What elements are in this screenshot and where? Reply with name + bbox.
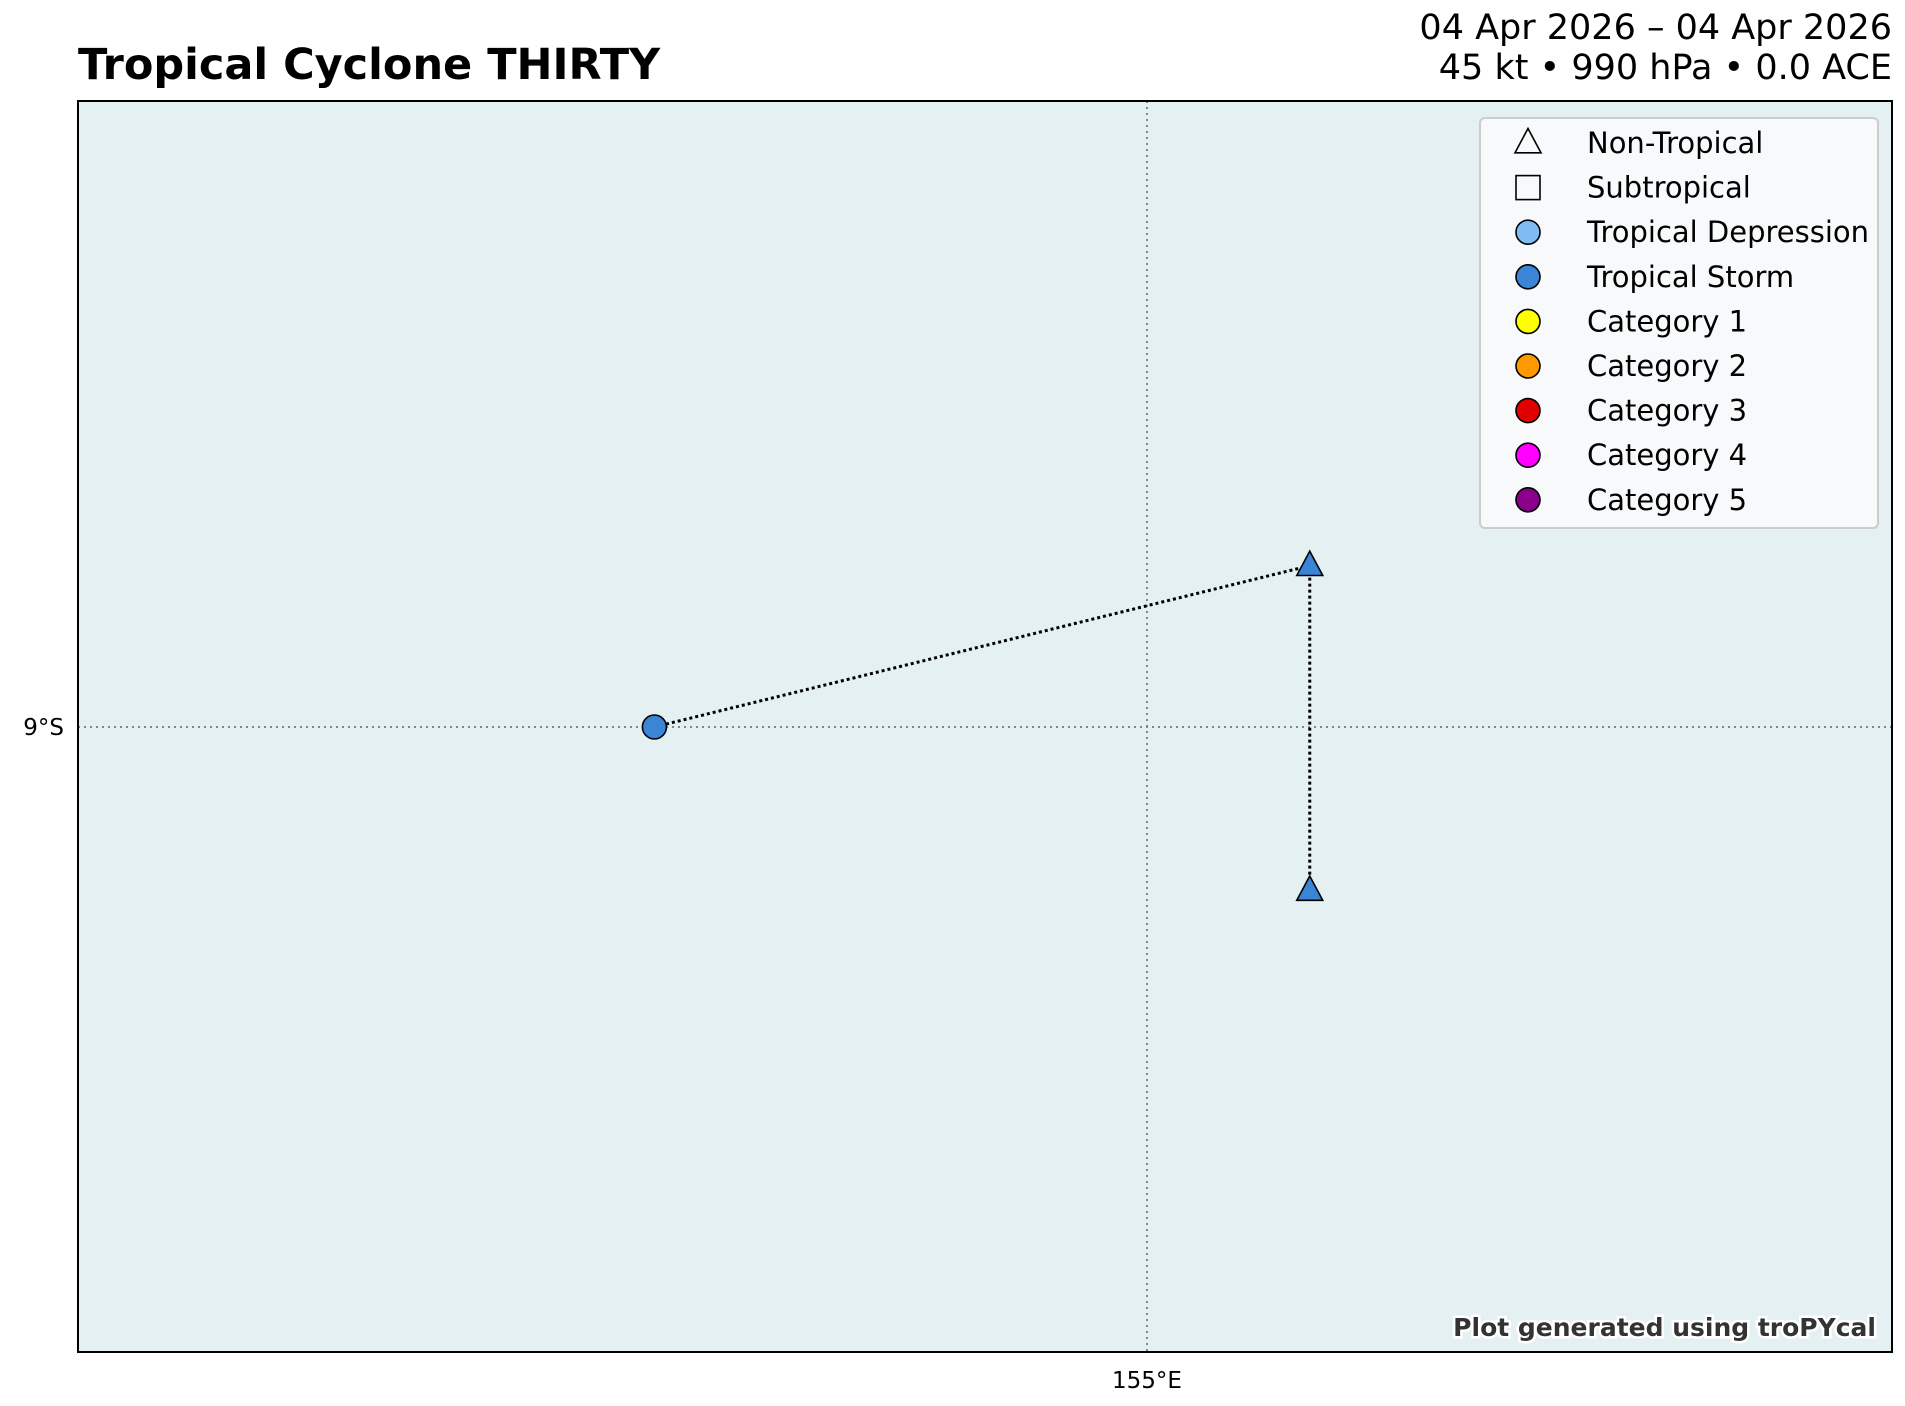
date-range: 04 Apr 2026 – 04 Apr 2026: [1419, 8, 1892, 48]
legend-marker-circle: [1515, 308, 1541, 335]
y-tick-label: 9°S: [23, 715, 64, 741]
legend-label: Tropical Depression: [1586, 215, 1869, 249]
track-segment: [654, 564, 1311, 729]
legend-marker-square: [1515, 174, 1541, 201]
legend-label: Category 4: [1587, 438, 1747, 472]
legend-label: Category 5: [1587, 483, 1747, 517]
legend-marker-triangle: [1513, 126, 1543, 154]
legend-label: Category 3: [1587, 394, 1747, 428]
storm-track: [641, 549, 1325, 902]
legend-marker-circle: [1515, 219, 1541, 245]
chart-title: Tropical Cyclone THIRTY: [78, 40, 661, 90]
x-tick-label: 155°E: [1112, 1368, 1182, 1394]
map-frame: [77, 100, 1893, 1353]
track-point-circle: [641, 714, 668, 740]
legend: Non-Tropical Subtropical Tropical Depressi…: [1479, 117, 1879, 529]
storm-stats: 45 kt • 990 hPa • 0.0 ACE: [1438, 48, 1892, 88]
legend-label: Category 2: [1587, 349, 1747, 383]
legend-label: Non-Tropical: [1587, 126, 1763, 160]
track-point-triangle: [1295, 874, 1325, 902]
legend-marker-circle: [1515, 397, 1541, 424]
tick-labels: 155°E 9°S: [23, 715, 1182, 1394]
gridlines: [78, 101, 1892, 1352]
legend-marker-circle: [1515, 353, 1541, 379]
chart-subtitle: 04 Apr 2026 – 04 Apr 2026 45 kt • 990 hP…: [1419, 8, 1892, 88]
legend-marker-circle: [1515, 486, 1541, 513]
legend-label: Tropical Storm: [1586, 260, 1794, 294]
legend-box: [1479, 117, 1879, 529]
legend-label: Category 1: [1587, 304, 1747, 338]
credit-text: Plot generated using troPYcal: [1453, 1313, 1876, 1342]
legend-marker-circle: [1515, 263, 1541, 290]
legend-label: Subtropical: [1587, 171, 1751, 205]
track-point-triangle: [1295, 549, 1325, 577]
legend-marker-circle: [1515, 442, 1541, 469]
